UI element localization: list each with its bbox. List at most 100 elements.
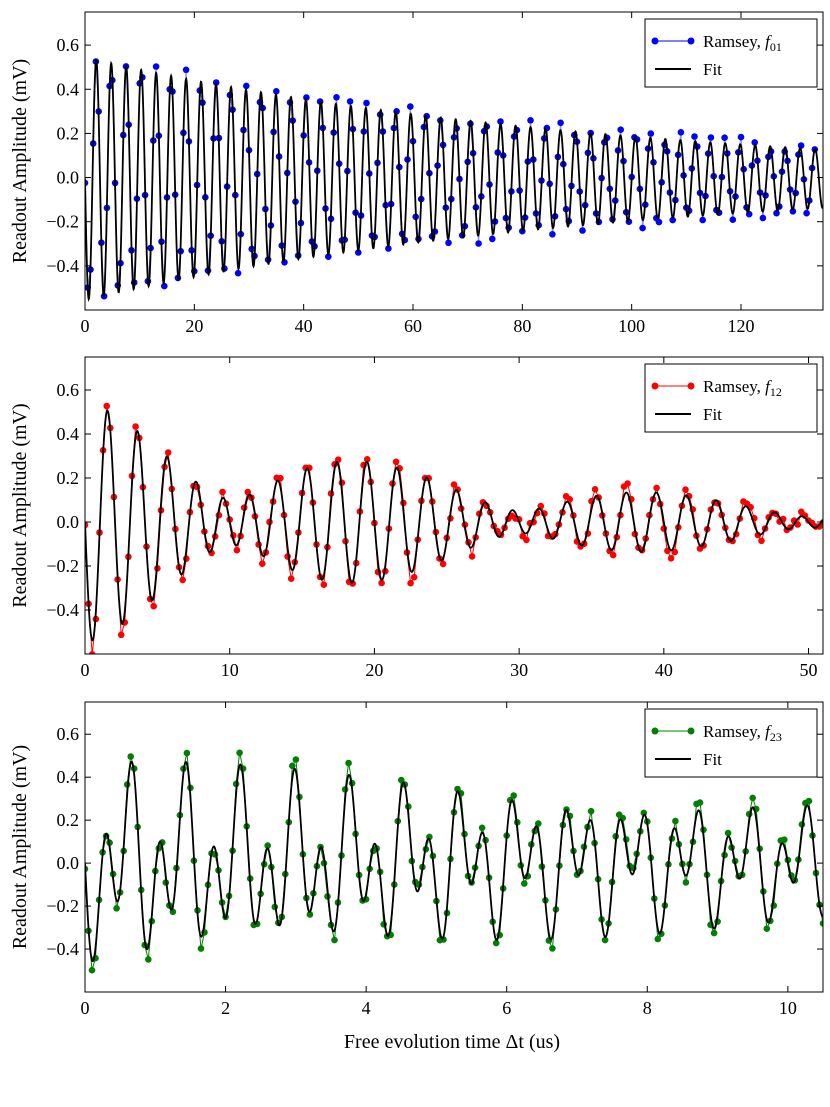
chart-top-data-point [355,249,362,256]
chart-top-data-point [212,79,220,86]
chart-bottom-legend-data-label: Ramsey, f23 [703,722,782,744]
chart-top-legend-box [644,18,818,88]
chart-top-data-point [303,94,310,101]
chart-middle-y-tick-label: 0.4 [57,424,80,444]
chart-bottom-data-point [819,920,823,927]
chart-bottom-data-point [749,794,756,802]
chart-top-data-point [677,129,685,136]
chart-middle-legend-data-marker [651,382,659,390]
chart-top-y-tick-label: 0.0 [57,168,80,188]
chart-middle-x-tick-label: 50 [800,660,818,680]
chart-top-y-tick-label: 0.2 [57,123,80,143]
chart-bottom-legend-fit-label: Fit [703,750,722,769]
chart-middle-fit-line [85,409,823,642]
chart-top-x-tick-label: 40 [295,316,313,336]
chart-middle-data-point [103,402,110,410]
chart-bottom-data-point [549,945,556,952]
chart-bottom-y-tick-label: 0.2 [57,810,80,830]
chart-middle-legend-box [644,363,818,433]
chart-top-data-point [475,240,482,247]
chart-middle-data-point [132,423,139,430]
chart-top-data-point [759,214,767,222]
chart-middle-data-point [392,458,400,466]
chart-bottom-data-point [492,939,500,947]
chart-top: 0 20 40 60 80 100 120 −0.4 −0.2 0.0 0.2 0.4 0.6 Reado… [9,11,824,336]
chart-bottom-y-tick-label: −0.4 [46,939,79,959]
chart-top-data-point [445,239,452,247]
chart-bottom-data-point [805,797,813,805]
chart-middle-data-point [754,531,762,539]
chart-top-data-point [549,231,556,238]
chart-top-data-point [333,94,340,101]
chart-bottom-data-point [345,759,352,767]
chart-middle-data-point [758,537,765,545]
chart-middle-y-tick-label: −0.2 [46,556,79,576]
chart-top-data-point [699,216,706,224]
chart-bottom-data-point [710,929,718,937]
chart-bottom-data-point [113,905,120,912]
chart-middle-frame [84,356,824,655]
chart-top-y-tick-label: −0.2 [46,212,79,232]
chart-top-plot-area [85,58,823,303]
chart-top-x-tick-label: 20 [185,316,203,336]
chart-bottom-x-tick-label: 2 [221,998,230,1018]
chart-top-legend-data-marker [687,37,695,45]
chart-bottom-data-point [253,920,261,928]
chart-middle-data-point [378,579,385,587]
chart-middle-data-point [439,560,447,568]
chart-middle-legend-fit-label: Fit [703,405,722,424]
chart-middle-data-point [287,575,295,582]
chart-bottom-y-tick-label: −0.2 [46,896,79,916]
chart-middle-data-point [150,602,157,610]
chart-middle-y-tick-label: −0.4 [46,600,79,620]
chart-top-data-point [647,130,655,137]
chart-top-fit-line [85,59,823,303]
chart-bottom-legend-data-marker [687,727,695,735]
chart-middle-data-point [410,573,418,581]
chart-bottom-data-point [127,753,134,760]
chart-top-data-point [751,139,758,146]
chart-top-data-point [797,142,805,149]
chart-bottom-data-point [521,880,528,887]
chart-middle-data-point [671,548,678,556]
chart-middle-x-tick-label: 30 [510,660,528,680]
chart-middle-y-tick-label: 0.6 [57,380,80,400]
chart-bottom-x-tick-label: 6 [502,998,511,1018]
chart-middle-data-point [259,560,266,567]
chart-bottom-y-tick-label: 0.6 [57,724,80,744]
chart-bottom-frame [84,701,824,993]
chart-middle-y-axis-label: Readout Amplitude (mV) [9,403,31,607]
x-axis-label: Free evolution time Δt (us) [344,1031,560,1053]
chart-bottom-plot-area [85,749,823,974]
chart-top-data-point [182,66,190,74]
chart-middle-data-point [523,536,530,544]
chart-top-legend-data-label: Ramsey, f01 [703,32,782,54]
chart-top-legend: Ramsey, f01 Fit [644,18,818,88]
chart-middle-data-point [363,456,371,463]
chart-top-data-point [527,117,534,124]
chart-middle-plot-area [85,402,823,654]
chart-middle-data-point [219,488,226,496]
chart-middle: 0 10 20 30 40 50 −0.4 −0.2 0.0 0.2 0.4 0.6 Readout A… [9,356,824,680]
chart-middle-x-tick-label: 20 [365,660,383,680]
chart-top-data-point [161,282,168,290]
chart-bottom-legend-box [644,708,818,778]
chart-top-x-tick-label: 0 [81,316,90,336]
chart-bottom-data-point [88,966,96,974]
chart-middle-y-tick-label: 0.0 [57,512,80,532]
chart-top-data-point [557,119,564,127]
chart-top-y-tick-label: −0.4 [46,256,79,276]
chart-top-data-point [325,253,332,260]
chart-bottom-x-tick-label: 4 [362,998,371,1018]
chart-middle-y-tick-label: 0.2 [57,468,80,488]
chart-top-data-point [721,134,728,141]
chart-top-y-tick-label: 0.4 [57,79,80,99]
chart-top-data-point [655,218,663,226]
chart-middle-data-line [85,405,823,654]
chart-middle-data-point [609,551,617,559]
chart-bottom-data-point [601,936,609,944]
chart-bottom-data-point [535,820,542,827]
chart-top-data-point [489,235,496,243]
chart-top-y-tick-label: 0.6 [57,35,80,55]
